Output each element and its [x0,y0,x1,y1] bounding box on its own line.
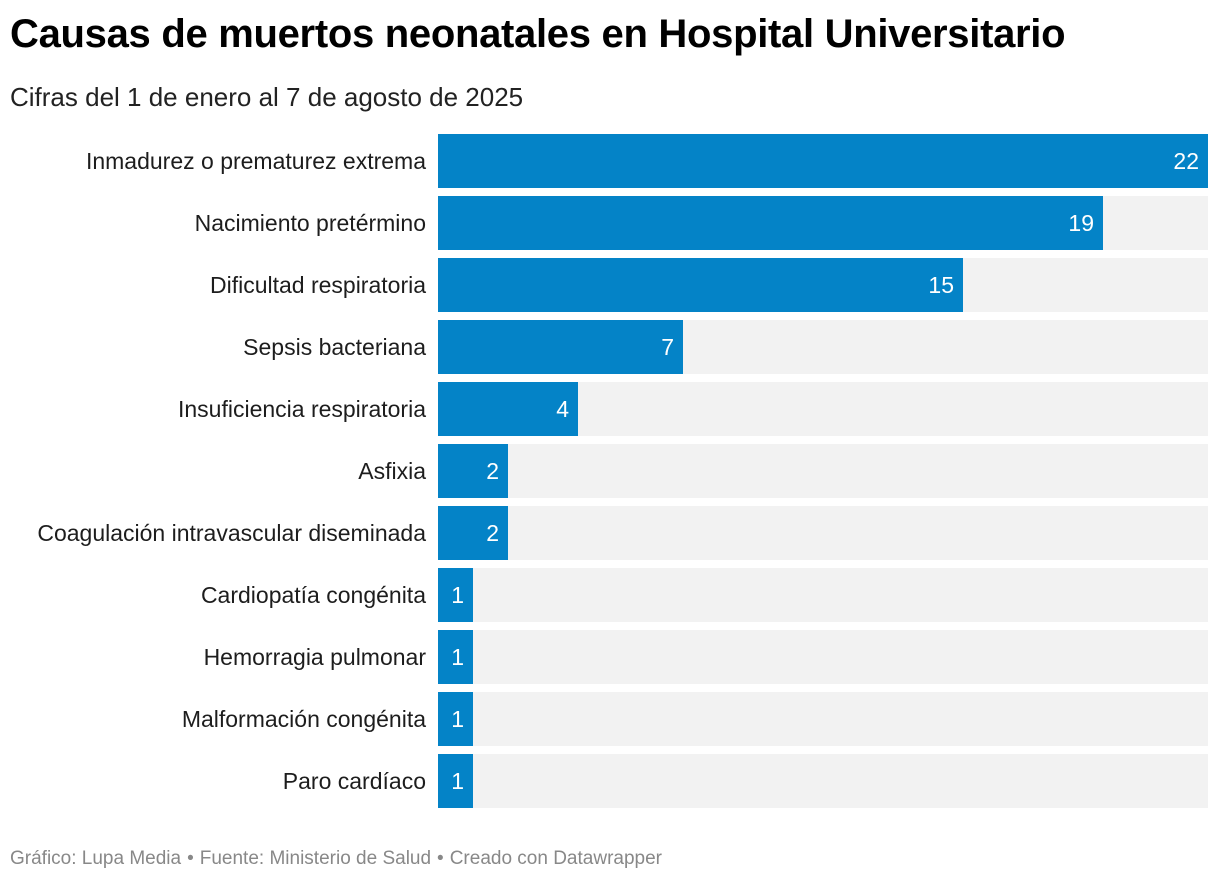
category-label: Malformación congénita [182,706,426,732]
bar-row: Insuficiencia respiratoria 4 [178,382,1208,436]
value-label: 2 [486,520,499,546]
bar-track [438,630,1208,684]
value-label: 22 [1173,148,1199,174]
bar [438,630,473,684]
bar [438,754,473,808]
bar [438,568,473,622]
credit-grafico: Gráfico: Lupa Media [10,848,182,869]
bar-row: Coagulación intravascular diseminada 2 [37,506,1208,560]
bar-track [438,568,1208,622]
credit-creado: Creado con Datawrapper [449,848,662,869]
category-label: Dificultad respiratoria [210,272,426,298]
bar-row: Malformación congénita 1 [182,692,1208,746]
value-label: 1 [451,768,464,794]
value-label: 2 [486,458,499,484]
bar-row: Sepsis bacteriana 7 [243,320,1208,374]
footer-separator: • [187,848,194,869]
bar-track [438,754,1208,808]
bar [438,320,683,374]
bar [438,134,1208,188]
bar-track [438,692,1208,746]
value-label: 19 [1068,210,1094,236]
chart-footer: Gráfico: Lupa Media • Fuente: Ministerio d… [10,848,662,870]
category-label: Coagulación intravascular diseminada [37,520,426,546]
bar-row: Inmadurez o prematurez extrema 22 [86,134,1208,188]
bar-track [438,506,1208,560]
category-label: Sepsis bacteriana [243,334,426,360]
bar [438,382,578,436]
category-label: Cardiopatía congénita [201,582,426,608]
bar-chart: Inmadurez o prematurez extrema 22Nacimien… [37,134,1208,808]
category-label: Inmadurez o prematurez extrema [86,148,426,174]
bar [438,692,473,746]
value-label: 4 [556,396,569,422]
value-label: 1 [451,706,464,732]
category-label: Insuficiencia respiratoria [178,396,426,422]
bar-row: Cardiopatía congénita 1 [201,568,1208,622]
category-label: Nacimiento pretérmino [195,210,426,236]
value-label: 1 [451,582,464,608]
bar [438,258,963,312]
category-label: Asfixia [358,458,426,484]
credit-fuente: Fuente: Ministerio de Salud [199,848,432,869]
value-label: 7 [661,334,674,360]
value-label: 1 [451,644,464,670]
value-label: 15 [928,272,954,298]
bar [438,444,508,498]
bar-row: Nacimiento pretérmino 19 [195,196,1208,250]
bar-row: Dificultad respiratoria 15 [210,258,1208,312]
footer-separator: • [437,848,444,869]
bar [438,506,508,560]
chart-subtitle: Cifras del 1 de enero al 7 de agosto de … [10,82,524,112]
bar-row: Paro cardíaco 1 [283,754,1208,808]
bar-row: Hemorragia pulmonar 1 [204,630,1208,684]
bar [438,196,1103,250]
bar-row: Asfixia 2 [358,444,1208,498]
chart-title: Causas de muertos neonatales en Hospital… [10,12,1066,56]
category-label: Paro cardíaco [283,768,426,794]
category-label: Hemorragia pulmonar [204,644,427,670]
bar-track [438,444,1208,498]
